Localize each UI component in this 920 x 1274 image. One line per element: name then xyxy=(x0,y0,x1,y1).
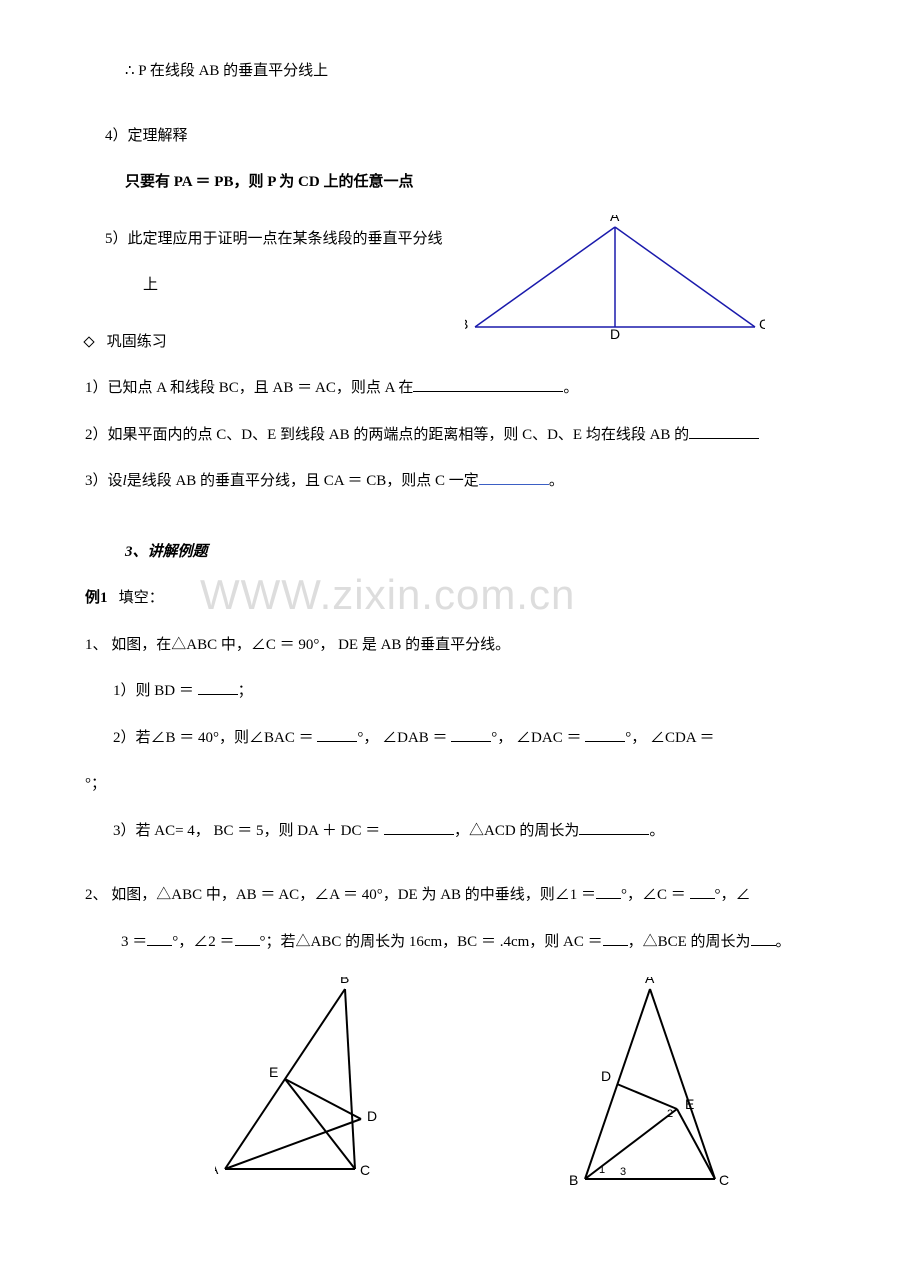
text: °； xyxy=(85,776,106,792)
text: 。 xyxy=(549,473,564,489)
text: 3）设 xyxy=(85,473,123,489)
text: 2）若∠B ＝ 40°，则∠BAC ＝ xyxy=(113,730,317,746)
svg-text:E: E xyxy=(685,1096,694,1112)
text: 。 xyxy=(776,934,791,950)
svg-text:B: B xyxy=(465,316,468,332)
diagram-bottom-right: A B C D E 1 2 3 xyxy=(555,977,745,1200)
blank xyxy=(413,377,563,392)
blank xyxy=(147,931,172,946)
practice-item-2: 2）如果平面内的点 C、D、E 到线段 AB 的两端点的距离相等，则 C、D、E… xyxy=(85,424,835,447)
text: 3）若 AC= 4， BC ＝ 5，则 DA ＋ DC ＝ xyxy=(113,823,384,839)
svg-text:E: E xyxy=(269,1064,278,1080)
q1-sub2: 2）若∠B ＝ 40°，则∠BAC ＝ °， ∠DAB ＝ °， ∠DAC ＝ … xyxy=(85,727,835,750)
svg-text:1: 1 xyxy=(599,1164,605,1176)
text: °， ∠CDA ＝ xyxy=(625,730,714,746)
blank xyxy=(317,727,357,742)
text: °，∠ xyxy=(715,887,751,903)
text: °，∠C ＝ xyxy=(621,887,690,903)
blank xyxy=(198,680,238,695)
ex1-label: 例1 xyxy=(85,590,108,606)
practice-item-1: 1）已知点 A 和线段 BC，且 AB ＝ AC，则点 A 在 。 xyxy=(85,377,835,400)
svg-text:3: 3 xyxy=(620,1166,626,1178)
text-line: ∴ P 在线段 AB 的垂直平分线上 xyxy=(85,60,835,83)
text: ； xyxy=(238,683,253,699)
text: ，△ACD 的周长为 xyxy=(454,823,579,839)
text: 3 ＝ xyxy=(121,934,147,950)
text: °， ∠DAC ＝ xyxy=(491,730,585,746)
svg-text:D: D xyxy=(367,1108,377,1124)
text-line-bold: 只要有 PA ＝ PB，则 P 为 CD 上的任意一点 xyxy=(85,171,835,194)
text: °，∠2 ＝ xyxy=(172,934,234,950)
text: °， ∠DAB ＝ xyxy=(357,730,451,746)
blank xyxy=(585,727,625,742)
text: 1）则 BD ＝ xyxy=(113,683,198,699)
example-1-header: 例1 填空： xyxy=(85,587,835,610)
svg-text:2: 2 xyxy=(667,1108,673,1120)
section-3-header: 3、讲解例题 xyxy=(85,541,835,564)
q1-sub3: 3）若 AC= 4， BC ＝ 5，则 DA ＋ DC ＝ ，△ACD 的周长为… xyxy=(85,820,835,843)
svg-text:A: A xyxy=(610,215,620,224)
question-2b: 3 ＝ °，∠2 ＝ °；若△ABC 的周长为 16cm，BC ＝ .4cm，则 A… xyxy=(85,931,835,954)
diagram-bottom-left: B A C D E xyxy=(215,977,415,1200)
svg-text:B: B xyxy=(569,1172,578,1188)
text: 是线段 AB 的垂直平分线，且 CA ＝ CB，则点 C 一定 xyxy=(127,473,479,489)
text-line: 4）定理解释 xyxy=(85,125,835,148)
blank xyxy=(596,884,621,899)
svg-text:A: A xyxy=(215,1161,219,1177)
svg-text:B: B xyxy=(340,977,349,986)
blank xyxy=(384,820,454,835)
diamond-icon xyxy=(83,336,94,347)
text: 2、 如图，△ABC 中，AB ＝ AC，∠A ＝ 40°，DE 为 AB 的中… xyxy=(85,887,596,903)
bottom-diagrams-row: B A C D E A B C D E 1 2 3 xyxy=(85,977,835,1200)
sec3-label: 3、讲解例题 xyxy=(125,544,208,560)
practice-item-3: 3）设l是线段 AB 的垂直平分线，且 CA ＝ CB，则点 C 一定。 xyxy=(85,470,835,493)
blank xyxy=(579,820,649,835)
svg-text:D: D xyxy=(610,326,620,342)
blank xyxy=(479,470,549,485)
blank xyxy=(690,884,715,899)
svg-text:C: C xyxy=(759,316,765,332)
text: 。 xyxy=(563,380,578,396)
blank xyxy=(689,424,759,439)
blank xyxy=(751,931,776,946)
q1-sub1: 1）则 BD ＝ ； xyxy=(85,680,835,703)
svg-text:D: D xyxy=(601,1068,611,1084)
svg-text:A: A xyxy=(645,977,655,986)
blank xyxy=(603,931,628,946)
diagram-triangle-top: A B C D xyxy=(465,215,765,353)
ex1-text: 填空： xyxy=(119,590,164,606)
blank xyxy=(451,727,491,742)
question-2: 2、 如图，△ABC 中，AB ＝ AC，∠A ＝ 40°，DE 为 AB 的中… xyxy=(85,884,835,907)
text: 。 xyxy=(649,823,664,839)
page-content: ∴ P 在线段 AB 的垂直平分线上 A B C D 4）定理解释 只要有 PA ＝ … xyxy=(85,60,835,1200)
q1-sub2b: °； xyxy=(85,773,835,796)
practice-label: 巩固练习 xyxy=(107,334,167,350)
text: °；若△ABC 的周长为 16cm，BC ＝ .4cm，则 AC ＝ xyxy=(260,934,603,950)
svg-text:C: C xyxy=(360,1162,370,1178)
question-1: 1、 如图，在△ABC 中，∠C ＝ 90°， DE 是 AB 的垂直平分线。 xyxy=(85,634,835,657)
svg-text:C: C xyxy=(719,1172,729,1188)
text: 2）如果平面内的点 C、D、E 到线段 AB 的两端点的距离相等，则 C、D、E… xyxy=(85,427,689,443)
text: 1）已知点 A 和线段 BC，且 AB ＝ AC，则点 A 在 xyxy=(85,380,413,396)
blank xyxy=(235,931,260,946)
text: ，△BCE 的周长为 xyxy=(628,934,751,950)
